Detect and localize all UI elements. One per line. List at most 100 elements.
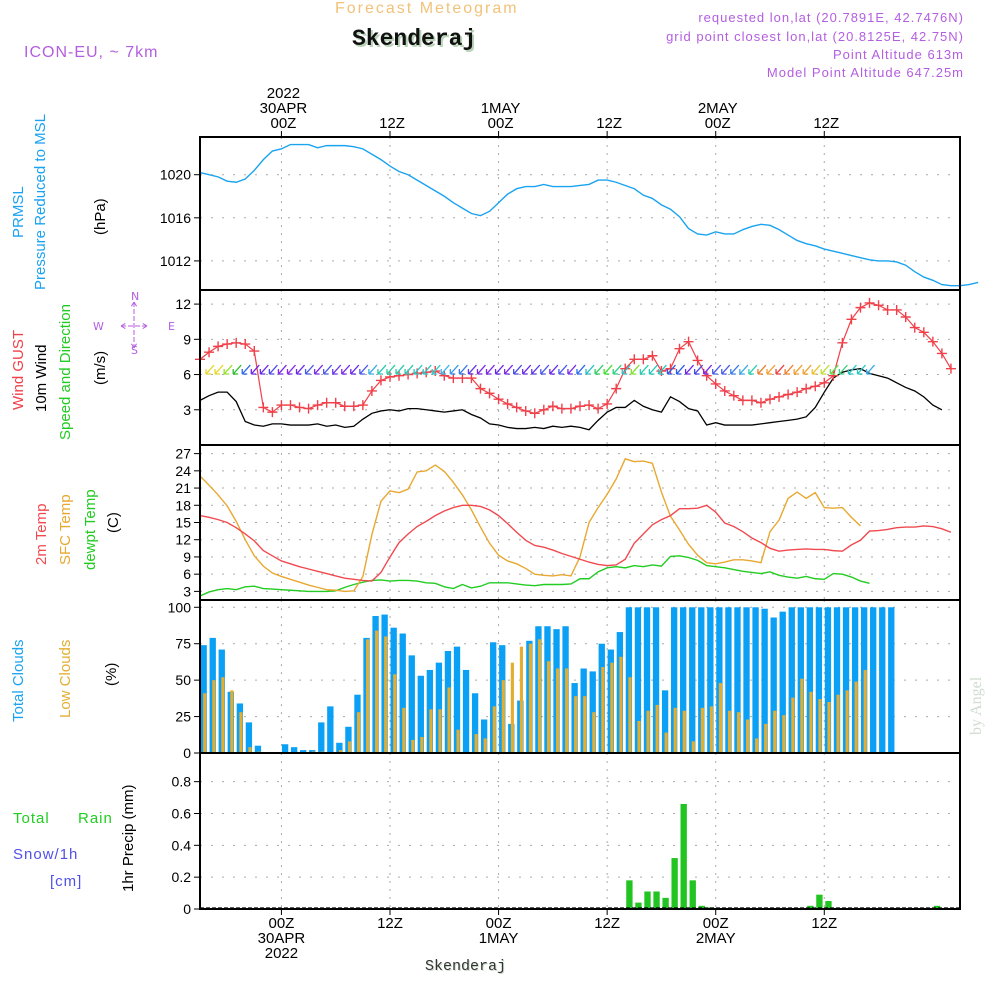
- wind-direction-arrow: [377, 364, 387, 375]
- total-cloud-bar: [770, 617, 777, 753]
- total-cloud-bar: [652, 607, 660, 753]
- rain-bar: [644, 891, 651, 909]
- wind-direction-arrow: [214, 364, 224, 375]
- low-cloud-bar: [546, 661, 551, 753]
- meteogram-title: Forecast Meteogram: [335, 0, 519, 17]
- rain-bar: [680, 803, 687, 909]
- top-time-label: 2MAY: [698, 100, 738, 117]
- low-cloud-bar: [827, 702, 831, 753]
- rain-bar: [626, 880, 633, 909]
- low-cloud-bar: [356, 712, 361, 753]
- bottom-time-label: 30APR: [258, 930, 306, 947]
- top-time-label: 00Z: [270, 115, 296, 132]
- gust-marker: [584, 400, 595, 411]
- low-cloud-bar: [646, 710, 650, 753]
- low-cloud-bar: [384, 636, 388, 753]
- rain-bar: [671, 858, 678, 909]
- gust-marker: [665, 363, 676, 374]
- gust-marker: [204, 347, 215, 358]
- gust-marker: [222, 339, 233, 350]
- total-cloud-bar: [870, 607, 877, 753]
- wind-direction-arrow: [549, 364, 559, 375]
- y-tick-label: 75: [175, 636, 191, 652]
- total-cloud-bar: [643, 607, 651, 753]
- bottom-time-label: 00Z: [486, 915, 512, 932]
- compass-arrow: [120, 322, 127, 330]
- wind-direction-arrow: [784, 364, 794, 375]
- panel-4: 0 0.2 0.4 0.6 0.8: [172, 752, 961, 917]
- compass-arrow: [130, 342, 138, 349]
- wind-direction-arrow: [341, 364, 351, 375]
- low-cloud-bar: [574, 696, 578, 753]
- snow-label: Snow/1h: [13, 846, 79, 863]
- wind-direction-arrow: [286, 364, 296, 375]
- gust-marker: [855, 302, 866, 313]
- y-tick-label: 21: [175, 480, 191, 496]
- low-cloud-bar: [347, 741, 352, 753]
- low-cloud-bar: [248, 747, 252, 753]
- y-tick-label: 12: [175, 532, 191, 548]
- low-cloud-bar: [565, 668, 569, 753]
- low-cloud-bar: [755, 738, 759, 753]
- low-cloud-bar: [420, 736, 424, 753]
- y-tick-label: 9: [183, 549, 191, 565]
- gust-marker: [837, 337, 848, 348]
- wind-direction-arrow: [594, 364, 604, 375]
- wind-direction-arrow: [295, 364, 306, 375]
- total-cloud-bar: [788, 607, 795, 753]
- gust-marker: [765, 394, 775, 405]
- sfc-temp-line: [199, 457, 861, 593]
- low-cloud-bar: [664, 732, 668, 753]
- total-cloud-bar: [680, 607, 687, 753]
- gust-marker: [873, 300, 884, 311]
- low-cloud-bar: [628, 677, 632, 753]
- y-tick-label: 1016: [160, 210, 191, 226]
- low-cloud-bar: [746, 719, 750, 753]
- total-cloud-bar: [480, 719, 488, 753]
- y-tick-label: 50: [175, 672, 191, 688]
- gust-marker: [484, 388, 495, 399]
- total-cloud-bar: [689, 607, 696, 753]
- total-cloud-bar: [634, 607, 642, 753]
- grid-point-coords: grid point closest lon,lat (20.8125E, 42…: [666, 29, 964, 44]
- gust-marker: [538, 404, 549, 415]
- panel-1: 3 6 9 12: [175, 289, 961, 446]
- wind-direction-arrow: [693, 364, 704, 375]
- wind-direction-arrow: [277, 364, 287, 375]
- wind-direction-arrow: [721, 364, 731, 375]
- model-label: ICON-EU, ~ 7km: [24, 44, 159, 61]
- gust-marker: [927, 336, 938, 347]
- low-cloud-bar: [764, 723, 768, 753]
- total-cloud-bar: [327, 706, 334, 753]
- wind-direction-arrow: [847, 364, 857, 375]
- total-cloud-bar: [716, 607, 723, 753]
- rain-bar: [825, 901, 832, 909]
- wind-direction-arrow: [585, 364, 595, 375]
- gust-marker: [357, 400, 368, 411]
- top-time-label: 2022: [267, 85, 300, 102]
- wind-direction-arrow: [865, 364, 876, 375]
- total-cloud-bar: [408, 655, 415, 753]
- total-cloud-bar: [833, 607, 841, 753]
- dewpoint-line: [199, 555, 870, 597]
- rain-bar: [635, 902, 642, 909]
- wind-direction-arrow: [494, 364, 505, 375]
- y-tick-label: 9: [183, 331, 191, 347]
- gust-marker: [575, 401, 585, 412]
- panel-frame: [199, 444, 961, 601]
- snow-unit: [cm]: [50, 873, 83, 890]
- y-tick-label: 24: [175, 463, 191, 479]
- y-tick-label: 18: [175, 497, 191, 513]
- wind-direction-arrow: [467, 364, 477, 375]
- low-cloud-bar: [727, 710, 732, 753]
- low-cloud-bar: [221, 677, 225, 753]
- low-cloud-bar: [203, 693, 207, 753]
- gust-marker: [774, 391, 785, 402]
- wind-direction-arrow: [757, 364, 767, 375]
- gust-marker: [565, 403, 576, 414]
- wind-direction-arrow: [829, 364, 839, 375]
- y-tick-label: 0: [183, 901, 191, 917]
- y-tick-label: 0.2: [172, 869, 192, 885]
- wind-direction-arrow: [368, 364, 378, 375]
